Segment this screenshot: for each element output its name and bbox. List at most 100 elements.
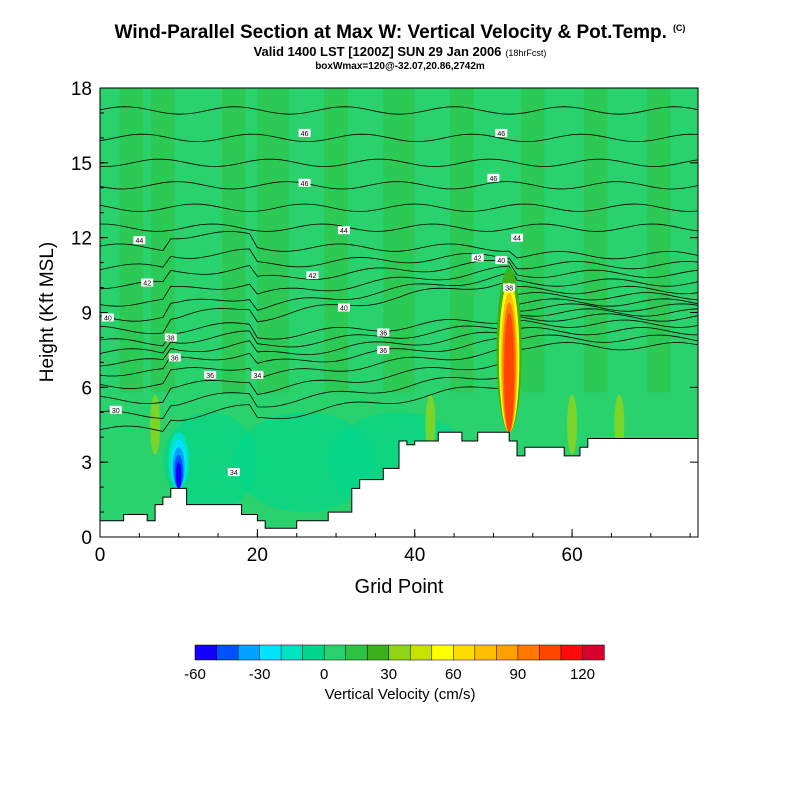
field-streak (615, 88, 639, 393)
theta-label-bg (101, 313, 114, 322)
valid-time: Valid 1400 LST [1200Z] SUN 29 Jan 2006 (253, 44, 502, 59)
theta-contour (100, 231, 698, 260)
colorbar-swatch (539, 644, 562, 661)
colorbar-swatch (302, 644, 325, 661)
theta-label: 34 (230, 470, 238, 477)
theta-label: 36 (379, 348, 387, 355)
field-streak (221, 88, 246, 393)
theta-label: 46 (301, 181, 309, 188)
field-patch (425, 394, 436, 455)
theta-label-bg (511, 233, 524, 242)
theta-label: 36 (206, 373, 214, 380)
potential-temperature-contours (100, 106, 698, 432)
field-streak (552, 88, 577, 393)
field-streak (670, 88, 695, 393)
field-streak (583, 88, 608, 393)
theta-label-bg (109, 405, 122, 414)
theta-label: 38 (167, 335, 175, 342)
colorbar-swatch (345, 644, 368, 661)
field-streak (190, 88, 215, 393)
x-axis-label: Grid Point (355, 576, 444, 598)
chart-subtitle: Valid 1400 LST [1200Z] SUN 29 Jan 2006 (1… (100, 44, 700, 59)
chart-title: Wind-Parallel Section at Max W: Vertical… (100, 22, 700, 44)
forecast-hour: (18hrFcst) (505, 48, 547, 58)
theta-label-bg (487, 173, 500, 182)
theta-contour (100, 342, 698, 432)
theta-label-bg (495, 256, 508, 265)
theta-label-bg (141, 278, 154, 287)
theta-label-bg (471, 253, 484, 262)
chart-subtitle-2: boxWmax=120@-32.07,20.86,2742m (315, 61, 485, 72)
y-tick-label: 18 (71, 79, 92, 100)
y-tick-label: 6 (81, 378, 92, 399)
theta-contour (100, 327, 698, 404)
theta-contour (100, 308, 698, 367)
theta-contour (100, 203, 698, 212)
convective-cells (168, 267, 522, 489)
theta-label: 42 (474, 256, 482, 263)
field-streak (324, 88, 348, 393)
theta-label-bg (204, 370, 217, 379)
theta-contour (100, 319, 698, 390)
field-streak (418, 88, 443, 393)
updraft-contour (504, 312, 515, 433)
x-tick-label: 20 (247, 545, 268, 566)
theta-label: 44 (513, 236, 521, 243)
colorbar-tick-label: 120 (570, 666, 595, 683)
colorbar-swatch (388, 644, 411, 661)
theta-label-bg (227, 468, 240, 477)
theta-label-bg (495, 128, 508, 137)
colorbar-swatch (280, 644, 304, 661)
colorbar-swatch (366, 644, 390, 661)
theta-label-bg (133, 236, 146, 245)
theta-label-bg (337, 226, 350, 235)
y-tick-label: 0 (81, 528, 92, 549)
theta-label: 42 (309, 273, 317, 280)
theta-label: 40 (497, 258, 505, 265)
theta-contour (100, 133, 698, 143)
theta-label-bg (337, 303, 350, 312)
field-streak (151, 88, 175, 393)
colorbar-tick-label: -60 (184, 666, 206, 683)
theta-contour (100, 158, 698, 167)
colorbar-tick-label: 90 (510, 666, 527, 683)
colorbar-swatch (582, 644, 605, 661)
field-streak (646, 88, 671, 393)
colorbar-swatch (259, 644, 282, 661)
title-text: Wind-Parallel Section at Max W: Vertical… (114, 22, 667, 43)
y-tick-label: 3 (81, 453, 92, 474)
theta-label: 44 (135, 238, 143, 245)
theta-label-bg (298, 128, 311, 137)
copyright-mark: (C) (672, 22, 686, 33)
theta-label: 46 (301, 131, 309, 138)
colorbar-swatch (323, 644, 347, 661)
theta-contour (100, 259, 698, 290)
theta-contour (100, 313, 698, 377)
theta-label: 36 (379, 330, 387, 337)
theta-contour (100, 181, 698, 190)
field-patch (162, 412, 258, 513)
theta-contour (100, 298, 698, 347)
theta-label: 40 (104, 315, 112, 322)
theta-contour (100, 106, 698, 115)
theta-label: 42 (143, 281, 151, 288)
colorbar-swatch (431, 644, 454, 661)
colorbar-label: Vertical Velocity (cm/s) (325, 686, 476, 703)
colorbar: -60 -30 0 30 60 90 120 (184, 644, 605, 683)
theta-label: 46 (497, 131, 505, 138)
colorbar-tick-label: 0 (320, 666, 328, 683)
x-tick-label: 40 (404, 545, 425, 566)
theta-contour (100, 272, 698, 322)
field-streak (520, 88, 545, 393)
colorbar-swatch (496, 644, 519, 661)
colorbar-swatch (517, 644, 541, 661)
field-streak (100, 88, 122, 393)
colorbar-swatch (453, 644, 476, 661)
colorbar-swatch (194, 644, 218, 661)
theta-contour (100, 265, 698, 307)
theta-label-bg (377, 345, 390, 354)
theta-label-bg (306, 271, 319, 280)
y-tick-label: 15 (71, 154, 92, 175)
theta-label-bg (503, 283, 516, 292)
